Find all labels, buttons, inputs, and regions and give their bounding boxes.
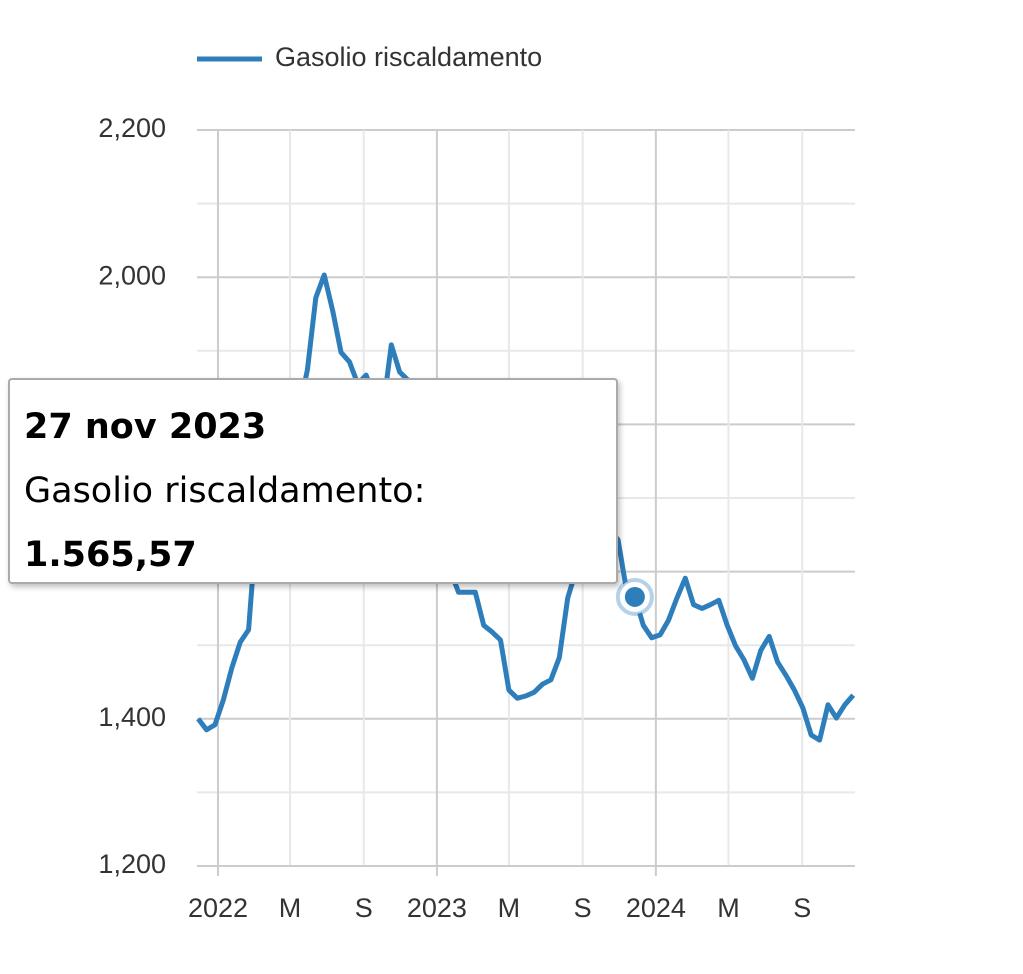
y-tick-label: 1,400 <box>98 702 166 732</box>
y-tick-label: 2,200 <box>98 113 166 143</box>
x-tick-label: 2022 <box>188 893 248 923</box>
x-tick-label: S <box>574 893 592 923</box>
x-tick-label: S <box>355 893 373 923</box>
hover-point <box>624 586 645 607</box>
tooltip-series: Gasolio riscaldamento: <box>24 471 426 511</box>
series-line <box>196 272 856 743</box>
x-tick-label: M <box>498 893 521 923</box>
tooltip: 27 nov 2023 Gasolio riscaldamento: 1.565… <box>8 378 618 584</box>
legend-label: Gasolio riscaldamento <box>275 42 542 72</box>
x-tick-label: 2024 <box>626 893 686 923</box>
tooltip-value: 1.565,57 <box>24 535 197 575</box>
x-tick-label: M <box>717 893 740 923</box>
y-tick-label: 2,000 <box>98 260 166 290</box>
x-tick-label: 2023 <box>407 893 467 923</box>
y-tick-label: 1,200 <box>98 849 166 879</box>
x-tick-label: M <box>279 893 302 923</box>
x-tick-label: S <box>793 893 811 923</box>
tooltip-title: 27 nov 2023 <box>24 407 267 447</box>
